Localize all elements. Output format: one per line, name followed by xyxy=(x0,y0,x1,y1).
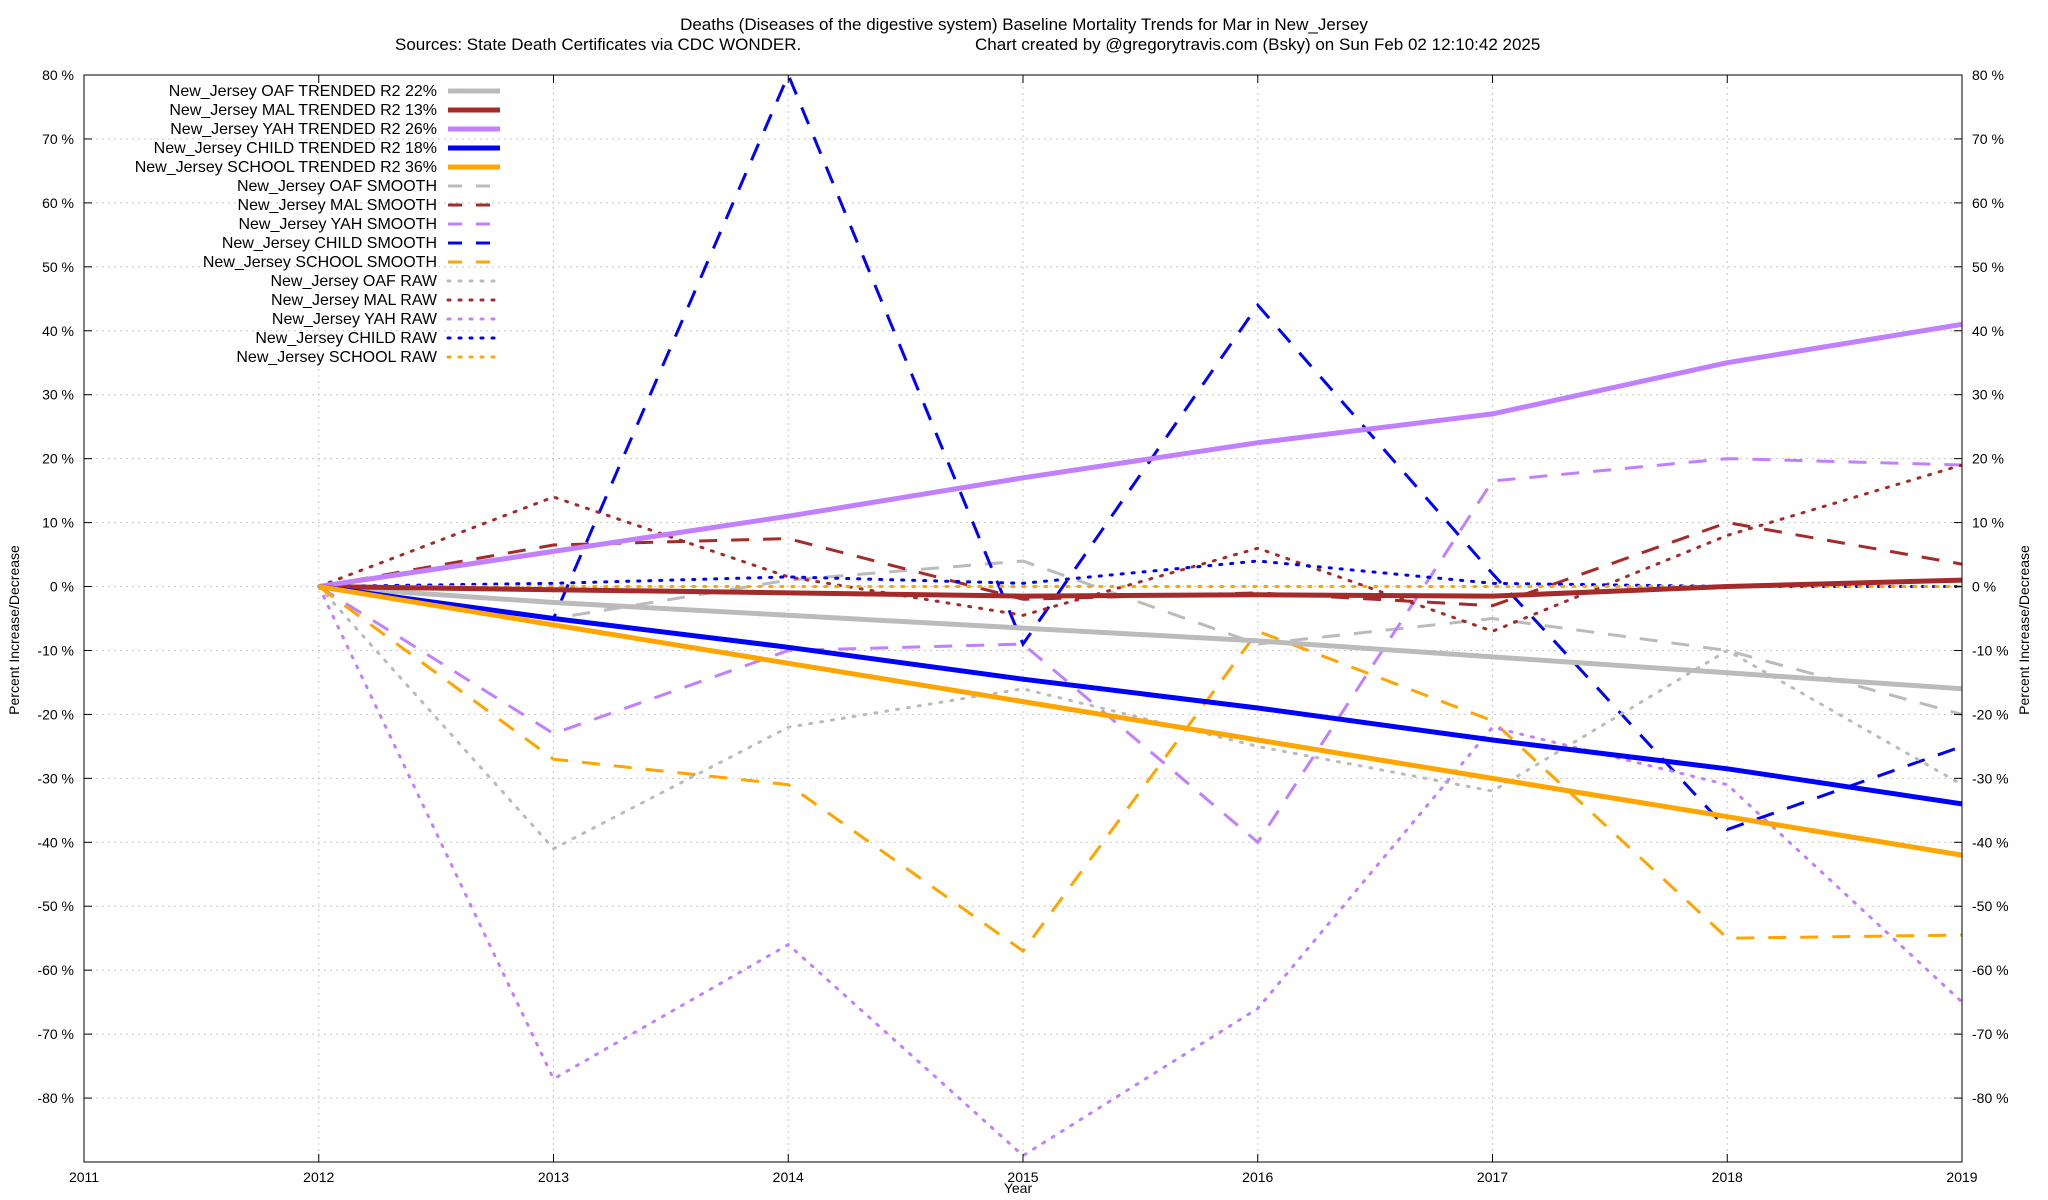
y-tick-label-left: -30 % xyxy=(37,770,74,786)
series-line-smooth-5 xyxy=(318,559,1962,716)
y-tick-label-right: 10 % xyxy=(1972,515,2004,531)
tick-layer: 2011 2012 2013 2014 2015 2016 2017 2018 2019 80 %… xyxy=(37,67,2008,1185)
series-line-trend-2 xyxy=(318,321,1962,589)
legend-label: New_Jersey MAL TRENDED R2 13% xyxy=(169,102,437,119)
y-tick-label-left: -50 % xyxy=(37,898,74,914)
x-tick-label: 2011 xyxy=(69,1169,99,1185)
y-tick-label-left: -20 % xyxy=(37,706,74,722)
y-tick-label-right: -80 % xyxy=(1972,1090,2009,1106)
y-tick-label-right: 80 % xyxy=(1972,67,2004,83)
y-tick-label-right: -20 % xyxy=(1972,706,2009,722)
y-tick-label-right: 0 % xyxy=(1972,579,1996,595)
x-tick-label: 2013 xyxy=(538,1169,569,1185)
y-tick-label-left: -40 % xyxy=(37,834,74,850)
y-tick-label-right: 40 % xyxy=(1972,323,2004,339)
x-tick-label: 2019 xyxy=(1946,1169,1977,1185)
x-tick-label: 2015 xyxy=(1007,1169,1038,1185)
y-tick-label-right: 30 % xyxy=(1972,387,2004,403)
y-tick-label-left: 70 % xyxy=(42,131,74,147)
y-tick-label-left: 50 % xyxy=(42,259,74,275)
x-tick-label: 2012 xyxy=(303,1169,334,1185)
series-line-raw-11 xyxy=(317,463,1962,633)
legend-label: New_Jersey YAH RAW xyxy=(272,311,438,328)
y-axis-label-right: Percent Increase/Decrease xyxy=(2016,545,2032,715)
legend-label: New_Jersey YAH SMOOTH xyxy=(238,216,437,233)
legend-label: New_Jersey OAF SMOOTH xyxy=(237,178,437,195)
series-line-trend-1 xyxy=(318,577,1962,599)
y-tick-label-right: 70 % xyxy=(1972,131,2004,147)
series-line-smooth-8 xyxy=(318,75,1962,832)
y-tick-label-right: -50 % xyxy=(1972,898,2009,914)
y-tick-label-left: -10 % xyxy=(37,642,74,658)
chart-subtitle-source: Sources: State Death Certificates via CD… xyxy=(395,35,801,54)
y-tick-label-left: 60 % xyxy=(42,195,74,211)
legend-label: New_Jersey CHILD TRENDED R2 18% xyxy=(154,140,437,157)
legend-label: New_Jersey SCHOOL SMOOTH xyxy=(203,254,437,271)
x-tick-label: 2018 xyxy=(1712,1169,1743,1185)
y-tick-label-right: -10 % xyxy=(1972,642,2009,658)
series-line-raw-13 xyxy=(317,559,1962,588)
y-tick-label-left: -70 % xyxy=(37,1026,74,1042)
legend: New_Jersey OAF TRENDED R2 22% New_Jersey … xyxy=(135,83,502,366)
y-tick-label-left: -80 % xyxy=(37,1090,74,1106)
y-axis-label-left: Percent Increase/Decrease xyxy=(6,545,22,715)
series-line-trend-3 xyxy=(318,584,1962,807)
y-tick-label-left: 80 % xyxy=(42,67,74,83)
series-line-smooth-9 xyxy=(317,585,1962,954)
legend-label: New_Jersey OAF RAW xyxy=(270,273,437,290)
x-tick-label: 2016 xyxy=(1242,1169,1273,1185)
y-tick-label-left: -60 % xyxy=(37,962,74,978)
y-tick-label-right: 20 % xyxy=(1972,451,2004,467)
series-line-raw-10 xyxy=(317,585,1962,851)
y-tick-label-left: 0 % xyxy=(50,579,74,595)
legend-label: New_Jersey MAL RAW xyxy=(271,292,438,309)
y-tick-label-right: -60 % xyxy=(1972,962,2009,978)
y-tick-label-left: 30 % xyxy=(42,387,74,403)
legend-label: New_Jersey MAL SMOOTH xyxy=(238,197,437,214)
y-tick-label-right: -70 % xyxy=(1972,1026,2009,1042)
y-tick-label-right: 60 % xyxy=(1972,195,2004,211)
legend-label: New_Jersey CHILD RAW xyxy=(255,330,438,347)
x-axis-label: Year xyxy=(1004,1180,1033,1196)
y-tick-label-left: 40 % xyxy=(42,323,74,339)
legend-label: New_Jersey OAF TRENDED R2 22% xyxy=(169,83,437,100)
series-layer xyxy=(317,75,1962,1158)
chart-subtitle-credit: Chart created by @gregorytravis.com (Bsk… xyxy=(975,35,1540,54)
series-line-trend-0 xyxy=(318,584,1962,692)
legend-label: New_Jersey SCHOOL TRENDED R2 36% xyxy=(135,159,437,176)
legend-label: New_Jersey SCHOOL RAW xyxy=(236,349,438,366)
y-tick-label-right: -30 % xyxy=(1972,770,2009,786)
y-tick-label-right: -40 % xyxy=(1972,834,2009,850)
y-tick-label-left: 20 % xyxy=(42,451,74,467)
legend-label: New_Jersey YAH TRENDED R2 26% xyxy=(170,121,437,138)
y-tick-label-right: 50 % xyxy=(1972,259,2004,275)
series-line-trend-4 xyxy=(318,584,1962,858)
legend-label: New_Jersey CHILD SMOOTH xyxy=(222,235,437,252)
x-tick-label: 2014 xyxy=(773,1169,804,1185)
chart-title: Deaths (Diseases of the digestive system… xyxy=(680,15,1368,34)
x-tick-label: 2017 xyxy=(1477,1169,1508,1185)
y-tick-label-left: 10 % xyxy=(42,515,74,531)
